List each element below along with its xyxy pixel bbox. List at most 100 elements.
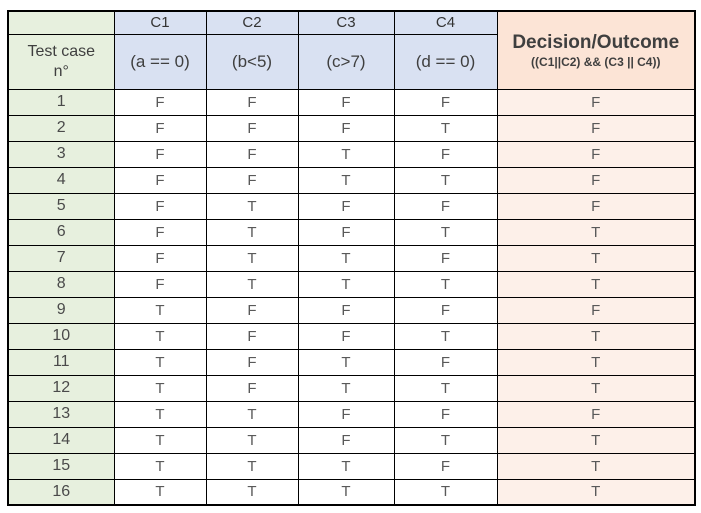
test-case-number-cell: 14 [7, 426, 115, 454]
decision-value-cell: T [496, 452, 696, 480]
c2-value-cell: F [205, 348, 299, 376]
c3-value-cell: T [297, 348, 395, 376]
test-case-number-cell: 12 [7, 374, 115, 402]
condition-expr-row: Test case n° (a == 0) (b<5) (c>7) (d == … [7, 33, 695, 90]
c1-value-cell: T [113, 374, 207, 402]
test-case-number-cell: 6 [7, 218, 115, 246]
test-case-number-cell: 8 [7, 270, 115, 298]
c1-value-cell: F [113, 218, 207, 246]
c3-value-cell: T [297, 478, 395, 506]
condition-id-c1: C1 [113, 10, 207, 35]
table-row: 10 T F F T T [7, 322, 696, 350]
condition-id-c2: C2 [205, 10, 299, 35]
c2-value-cell: F [205, 322, 299, 350]
c2-value-cell: T [205, 452, 299, 480]
decision-formula: ((C1||C2) && (C3 || C4)) [531, 54, 661, 69]
test-case-header-line2: n° [53, 62, 69, 80]
decision-value-cell: T [496, 348, 696, 376]
c3-value-cell: T [297, 452, 395, 480]
test-case-number-cell: 10 [7, 322, 115, 350]
c3-value-cell: T [297, 140, 395, 168]
c2-value-cell: F [205, 114, 299, 142]
test-case-number-cell: 1 [7, 88, 115, 116]
decision-title: Decision/Outcome [512, 31, 680, 53]
decision-value-cell: F [496, 88, 696, 116]
c1-value-cell: F [113, 244, 207, 272]
c2-value-cell: T [205, 218, 299, 246]
c4-value-cell: F [393, 452, 498, 480]
c1-value-cell: F [113, 192, 207, 220]
c3-value-cell: F [297, 400, 395, 428]
table-row: 11 T F T F T [7, 348, 696, 376]
decision-value-cell: F [496, 296, 696, 324]
c4-value-cell: F [393, 140, 498, 168]
test-case-number-cell: 3 [7, 140, 115, 168]
condition-expr-c3: (c>7) [297, 33, 395, 90]
c2-value-cell: T [205, 270, 299, 298]
test-case-number-cell: 16 [7, 478, 115, 506]
c3-value-cell: T [297, 166, 395, 194]
c2-value-cell: F [205, 88, 299, 116]
c1-value-cell: T [113, 452, 207, 480]
decision-header-cell: Decision/Outcome ((C1||C2) && (C3 || C4)… [496, 10, 696, 90]
condition-expr-c1: (a == 0) [113, 33, 207, 90]
c4-value-cell: F [393, 400, 498, 428]
test-case-number-cell: 4 [7, 166, 115, 194]
c2-value-cell: F [205, 140, 299, 168]
c4-value-cell: T [393, 114, 498, 142]
c2-value-cell: F [205, 374, 299, 402]
c2-value-cell: T [205, 244, 299, 272]
c3-value-cell: T [297, 270, 395, 298]
c4-value-cell: T [393, 166, 498, 194]
c1-value-cell: T [113, 348, 207, 376]
c4-value-cell: F [393, 192, 498, 220]
test-case-number-cell: 9 [7, 296, 115, 324]
table-row: 15 T T T F T [7, 452, 696, 480]
c1-value-cell: T [113, 426, 207, 454]
condition-expr-c4: (d == 0) [393, 33, 498, 90]
decision-value-cell: F [496, 114, 696, 142]
test-case-number-cell: 11 [7, 348, 115, 376]
truth-table: C1 C2 C3 C4 Decision/Outcome ((C1||C2) &… [7, 10, 696, 506]
test-case-number-cell: 13 [7, 400, 115, 428]
c4-value-cell: T [393, 426, 498, 454]
c4-value-cell: T [393, 478, 498, 506]
decision-value-cell: T [496, 374, 696, 402]
c1-value-cell: T [113, 400, 207, 428]
decision-value-cell: T [496, 244, 696, 272]
c2-value-cell: F [205, 166, 299, 194]
c2-value-cell: T [205, 192, 299, 220]
c3-value-cell: F [297, 296, 395, 324]
c4-value-cell: T [393, 270, 498, 298]
c3-value-cell: T [297, 244, 395, 272]
c1-value-cell: F [113, 88, 207, 116]
c1-value-cell: F [113, 270, 207, 298]
test-case-header-line1: Test case [27, 42, 96, 60]
c3-value-cell: F [297, 322, 395, 350]
decision-value-cell: T [496, 270, 696, 298]
condition-id-c4: C4 [393, 10, 498, 35]
c2-value-cell: F [205, 296, 299, 324]
c2-value-cell: T [205, 478, 299, 506]
c1-value-cell: T [113, 296, 207, 324]
c4-value-cell: T [393, 374, 498, 402]
c3-value-cell: F [297, 218, 395, 246]
decision-value-cell: T [496, 218, 696, 246]
c4-value-cell: F [393, 296, 498, 324]
table-row: 16 T T T T T [7, 478, 696, 506]
test-case-number-cell: 7 [7, 244, 115, 272]
corner-cell [7, 10, 115, 35]
decision-table-container: C1 C2 C3 C4 Decision/Outcome ((C1||C2) &… [7, 10, 696, 506]
c1-value-cell: F [113, 166, 207, 194]
c3-value-cell: T [297, 374, 395, 402]
c2-value-cell: T [205, 426, 299, 454]
decision-value-cell: F [496, 140, 696, 168]
c3-value-cell: F [297, 426, 395, 454]
